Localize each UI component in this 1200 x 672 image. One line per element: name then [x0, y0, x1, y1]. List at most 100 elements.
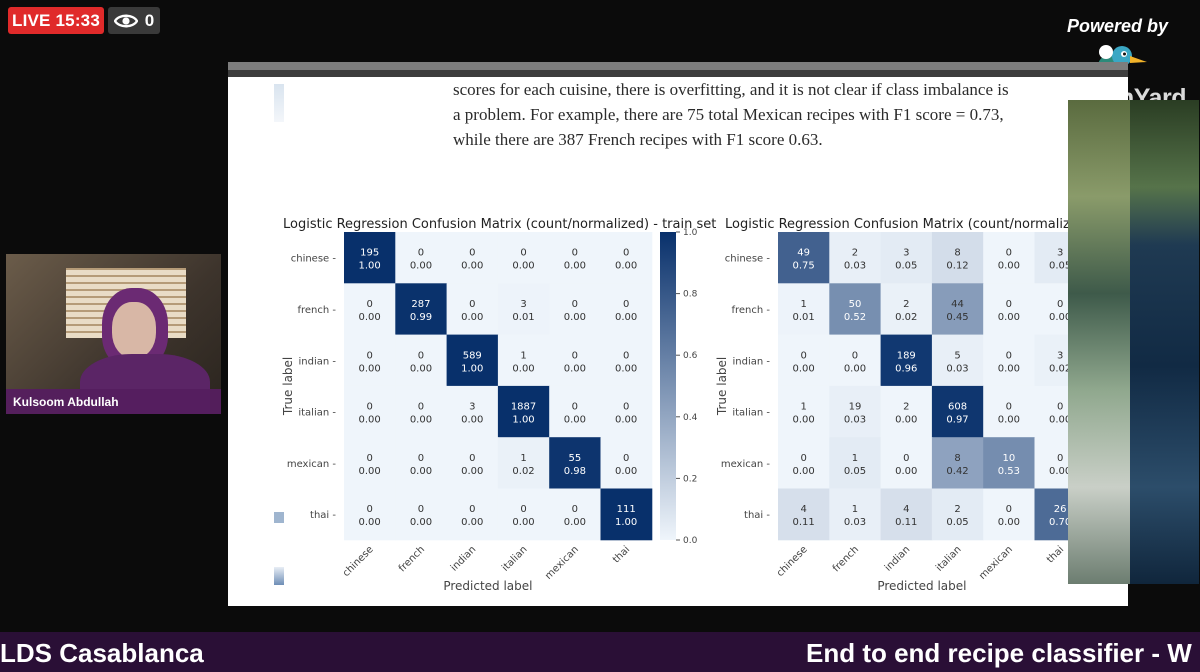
cell-count-label: 0: [852, 350, 858, 361]
cell-count-label: 0: [418, 504, 424, 515]
x-tick-label: indian: [883, 544, 912, 573]
cell-count-label: 0: [366, 453, 372, 464]
cell-count-label: 0: [1057, 402, 1063, 413]
heatmap-cell: [395, 232, 448, 284]
cell-count-label: 3: [469, 402, 475, 413]
y-tick-label: french -: [731, 305, 770, 316]
sidebar-thumbnail[interactable]: [274, 512, 284, 523]
sidebar-thumbnail[interactable]: [274, 84, 284, 122]
colorbar-tick-label: 0.8: [683, 290, 698, 300]
heatmap-cell: [600, 437, 653, 489]
cell-normalized-label: 0.00: [359, 517, 381, 528]
heatmap-cell: [549, 385, 601, 438]
cell-count-label: 0: [903, 453, 909, 464]
cell-normalized-label: 0.00: [410, 261, 432, 272]
y-tick-label: indian -: [299, 356, 337, 367]
cell-count-label: 1: [800, 402, 806, 413]
cell-normalized-label: 0.00: [461, 312, 483, 323]
heatmap-cell: [880, 232, 933, 284]
colorbar-tick-label: 1.0: [683, 228, 698, 238]
cell-count-label: 189: [897, 350, 916, 361]
cell-count-label: 0: [366, 402, 372, 413]
heatmap-cell: [600, 334, 653, 387]
cell-normalized-label: 0.00: [998, 363, 1020, 374]
cell-normalized-label: 0.00: [998, 312, 1020, 323]
y-tick-label: thai -: [744, 510, 770, 521]
cell-count-label: 0: [1006, 248, 1012, 259]
cell-normalized-label: 0.97: [946, 415, 968, 426]
heatmap-cell: [829, 232, 882, 284]
cell-count-label: 0: [1057, 299, 1063, 310]
confusion-matrix-train: Logistic Regression Confusion Matrix (co…: [281, 217, 716, 593]
heatmap-cell: [829, 488, 882, 541]
cell-normalized-label: 0.00: [564, 261, 586, 272]
cell-normalized-label: 0.05: [1049, 261, 1071, 272]
cell-count-label: 0: [1006, 504, 1012, 515]
y-tick-label: indian -: [733, 356, 771, 367]
cell-count-label: 0: [366, 504, 372, 515]
cell-normalized-label: 0.00: [512, 363, 534, 374]
heatmap-cell: [446, 385, 499, 438]
cell-normalized-label: 0.00: [410, 415, 432, 426]
cell-normalized-label: 0.00: [359, 312, 381, 323]
cell-count-label: 0: [520, 248, 526, 259]
secondary-video-feed: [1068, 100, 1199, 584]
colorbar-tick-label: 0.0: [683, 536, 698, 546]
cell-count-label: 1: [852, 504, 858, 515]
heatmap-cell: [880, 334, 933, 387]
sidebar-thumbnail[interactable]: [274, 567, 284, 585]
cell-count-label: 0: [623, 248, 629, 259]
cell-normalized-label: 0.00: [461, 466, 483, 477]
heatmap-cell: [395, 437, 448, 489]
heatmap-cell: [497, 488, 550, 541]
live-timer: LIVE 15:33: [12, 10, 100, 30]
cell-normalized-label: 0.00: [410, 363, 432, 374]
cell-normalized-label: 0.00: [512, 261, 534, 272]
heatmap-cell: [829, 437, 882, 489]
cell-normalized-label: 0.00: [1049, 415, 1071, 426]
heatmap-cell: [829, 385, 882, 438]
cell-count-label: 1: [520, 453, 526, 464]
y-tick-label: thai -: [310, 510, 336, 521]
heatmap-cell: [395, 385, 448, 438]
heatmap-cell: [983, 232, 1035, 284]
heatmap-cell: [880, 283, 933, 336]
cell-count-label: 55: [568, 453, 581, 464]
cell-normalized-label: 0.02: [1049, 363, 1071, 374]
article-paragraph: scores for each cuisine, there is overfi…: [453, 80, 1009, 149]
cell-count-label: 0: [1006, 402, 1012, 413]
cell-normalized-label: 0.03: [844, 517, 866, 528]
browser-toolbar: [228, 62, 1128, 70]
heatmap-cell: [931, 232, 984, 284]
y-tick-label: french -: [297, 305, 336, 316]
cell-count-label: 0: [469, 248, 475, 259]
cell-normalized-label: 0.11: [895, 517, 917, 528]
heatmap-cell: [446, 232, 499, 284]
heatmap-cell: [880, 385, 933, 438]
heatmap-cell: [549, 488, 601, 541]
cell-normalized-label: 0.00: [512, 517, 534, 528]
cell-normalized-label: 0.11: [793, 517, 815, 528]
cell-count-label: 0: [1006, 299, 1012, 310]
cell-count-label: 0: [623, 350, 629, 361]
cell-normalized-label: 0.03: [844, 261, 866, 272]
viewer-count-badge: 0: [108, 7, 160, 34]
cell-normalized-label: 0.00: [998, 261, 1020, 272]
cell-count-label: 2: [954, 504, 960, 515]
cell-normalized-label: 0.00: [615, 466, 637, 477]
cell-normalized-label: 0.00: [564, 415, 586, 426]
cell-count-label: 0: [520, 504, 526, 515]
x-tick-label: indian: [449, 544, 478, 573]
cell-count-label: 0: [469, 299, 475, 310]
y-axis-label: True label: [281, 357, 295, 416]
bottom-banner: [0, 632, 1200, 672]
cell-normalized-label: 0.00: [615, 415, 637, 426]
heatmap-cell: [497, 283, 550, 336]
heatmap-cell: [600, 488, 653, 541]
cell-normalized-label: 0.53: [998, 466, 1020, 477]
cell-count-label: 0: [418, 402, 424, 413]
heatmap-cell: [778, 232, 830, 284]
cell-normalized-label: 0.00: [793, 466, 815, 477]
x-tick-label: mexican: [977, 544, 1015, 582]
heatmap-cell: [344, 232, 396, 284]
